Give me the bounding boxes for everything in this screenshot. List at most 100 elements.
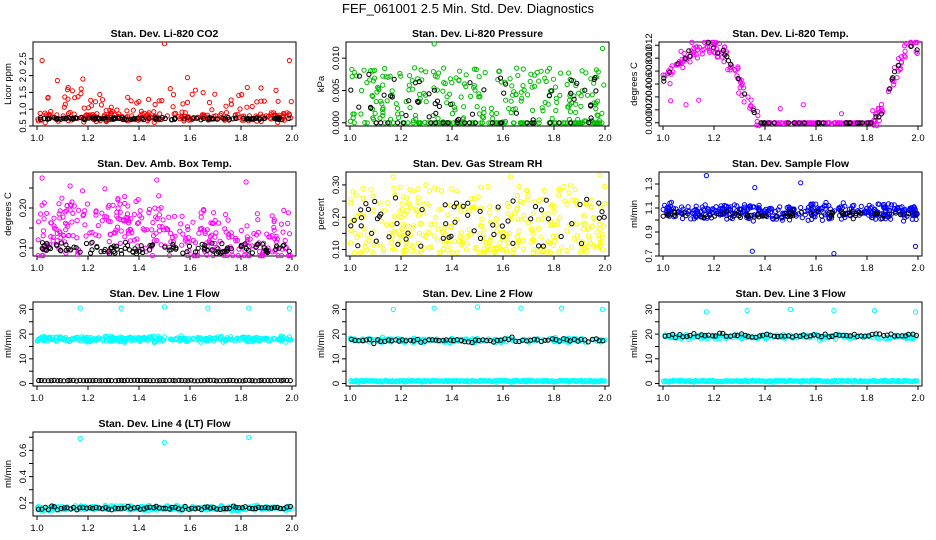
data-point: [431, 233, 437, 239]
data-point: [349, 74, 355, 80]
data-point: [897, 66, 903, 73]
data-point: [724, 208, 730, 214]
data-point: [428, 221, 434, 227]
data-point: [578, 103, 584, 110]
y-tick-label: 1.5: [18, 86, 29, 99]
data-point: [693, 203, 699, 209]
data-point: [370, 193, 376, 199]
data-point: [63, 242, 69, 248]
y-tick-label: 1.1: [644, 201, 655, 214]
data-point: [118, 305, 124, 311]
data-point: [281, 242, 287, 248]
data-point: [106, 239, 112, 245]
data-point: [262, 115, 268, 121]
data-point: [224, 253, 230, 259]
data-point: [489, 120, 496, 126]
data-point: [386, 230, 392, 236]
data-point: [510, 250, 516, 256]
data-point: [268, 505, 275, 511]
data-point: [190, 237, 196, 243]
data-point: [234, 237, 241, 243]
data-point: [897, 204, 903, 211]
data-point: [883, 378, 890, 384]
data-point: [478, 222, 484, 228]
data-point: [206, 99, 213, 106]
data-point: [130, 249, 136, 255]
data-point: [135, 220, 141, 227]
data-point: [87, 505, 93, 511]
data-point: [500, 234, 506, 240]
data-point: [179, 213, 185, 219]
data-point: [241, 335, 247, 341]
data-point: [36, 377, 42, 384]
data-point: [387, 120, 393, 126]
data-point: [574, 80, 580, 86]
data-point: [528, 239, 534, 245]
data-point: [380, 73, 386, 79]
data-point: [422, 119, 428, 126]
data-point: [458, 230, 464, 236]
data-point: [739, 378, 745, 384]
data-point: [521, 212, 527, 219]
data-point: [240, 378, 246, 384]
y-tick-label: 10: [331, 354, 342, 365]
data-point: [131, 377, 137, 383]
data-point: [815, 209, 821, 215]
data-point: [223, 212, 229, 218]
panel-title: Stan. Dev. Line 1 Flow: [109, 288, 220, 300]
data-point: [389, 222, 395, 228]
data-point: [244, 84, 250, 91]
data-point: [64, 202, 70, 209]
data-point: [172, 116, 178, 122]
data-point: [235, 111, 241, 117]
data-point: [230, 377, 236, 384]
y-tick-label: 0.20: [331, 208, 342, 227]
data-point: [106, 506, 112, 512]
data-point: [212, 217, 218, 224]
data-point: [170, 241, 176, 248]
data-point: [551, 203, 557, 210]
data-point: [463, 247, 470, 253]
data-point: [464, 240, 470, 247]
data-point: [433, 120, 439, 126]
data-point: [891, 69, 898, 75]
data-point: [748, 97, 754, 103]
data-point: [755, 113, 761, 119]
data-point: [599, 110, 605, 116]
x-tick-label: 1.4: [758, 263, 771, 274]
data-point: [287, 503, 293, 510]
data-point: [873, 331, 879, 337]
data-point: [720, 47, 726, 54]
data-point: [246, 505, 253, 511]
data-point: [34, 338, 40, 344]
data-point: [228, 230, 234, 236]
data-point: [41, 216, 47, 222]
data-point: [243, 179, 249, 185]
y-tick-label: 0.008: [644, 59, 655, 83]
data-point: [146, 334, 152, 340]
y-tick-label: 0.7: [644, 249, 655, 262]
x-tick-label: 2.0: [598, 393, 611, 404]
data-point: [170, 377, 176, 384]
data-point: [137, 377, 143, 384]
data-point: [362, 120, 368, 126]
data-point: [57, 208, 63, 214]
data-point: [271, 335, 277, 342]
data-point: [694, 55, 701, 61]
data-point: [280, 243, 286, 249]
data-point: [914, 50, 920, 57]
data-point: [47, 245, 54, 252]
data-point: [568, 90, 574, 96]
data-point: [913, 332, 920, 338]
y-tick-label: 10: [18, 354, 29, 365]
data-point: [141, 377, 147, 384]
data-point: [682, 56, 688, 62]
data-point: [114, 213, 120, 219]
data-point: [471, 84, 477, 91]
data-point: [415, 212, 421, 218]
data-point: [449, 111, 455, 117]
data-point: [167, 86, 173, 92]
data-point: [485, 249, 491, 255]
data-point: [874, 123, 880, 129]
panel-4: Stan. Dev. Amb. Box Temp.1.0 1.2 1.4 1.6 1.8…: [3, 158, 299, 274]
